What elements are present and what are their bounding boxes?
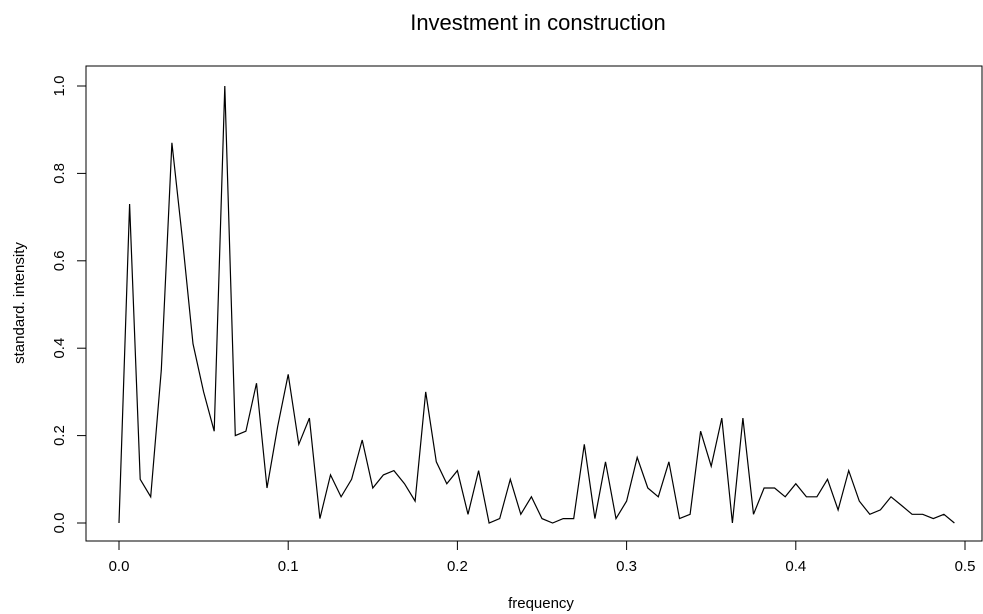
x-tick-label: 0.0 (109, 558, 130, 575)
y-tick-label: 0.4 (51, 338, 68, 359)
y-tick-label: 0.8 (51, 163, 68, 184)
x-tick-label: 0.5 (955, 558, 976, 575)
x-tick-label: 0.4 (785, 558, 806, 575)
y-tick-label: 0.6 (51, 250, 68, 271)
x-tick-label: 0.3 (616, 558, 637, 575)
chart-title: Investment in construction (410, 10, 666, 35)
series-line (118, 85, 955, 524)
x-axis: 0.0 0.1 0.2 0.3 0.4 0.5 (109, 541, 976, 575)
y-tick-label: 1.0 (51, 76, 68, 97)
x-tick-label: 0.2 (447, 558, 468, 575)
y-tick-label: 0.0 (51, 513, 68, 534)
y-tick-label: 0.2 (51, 425, 68, 446)
x-tick-label: 0.1 (278, 558, 299, 575)
y-axis-label: standard. intensity (11, 242, 28, 364)
x-axis-label: frequency (508, 595, 574, 612)
y-axis: 0.0 0.2 0.4 0.6 0.8 1.0 (51, 76, 86, 534)
plot-frame (85, 65, 983, 542)
